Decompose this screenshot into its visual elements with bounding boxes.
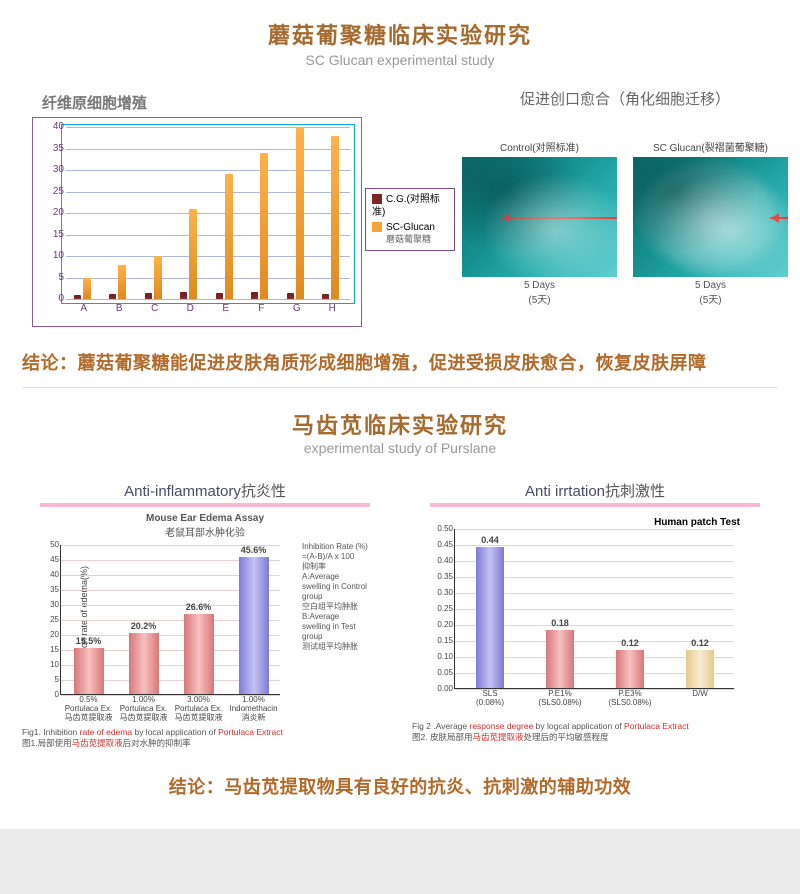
chart2-bar [239, 557, 269, 694]
wound-sc-days-en: 5 Days [695, 280, 726, 291]
right-sub-en: Human patch Test [654, 517, 740, 528]
left-caption: Fig1. Inhibition rate of edema by local … [22, 727, 388, 749]
left-cap-1c: by local application of [132, 727, 218, 737]
chart1-bar-sc [260, 153, 268, 299]
chart1-legend: C.G.(对照标准) SC-Glucan 蘑菇葡聚糖 [365, 188, 455, 251]
right-cap-2c: 处理后的平均敏感程度 [523, 732, 608, 742]
chart3-bar [686, 650, 714, 688]
chart2-bar [184, 614, 214, 694]
legend-swatch-sc [372, 222, 382, 232]
legend-cg-label: C.G.(对照标准) [372, 194, 440, 218]
chart1-col: 纤维原细胞增殖 0510152025303540ABCDEFGH C.G.(对照… [22, 78, 452, 327]
wound-arrow-sc [770, 217, 788, 219]
right-caption: Fig 2 .Average response degree by logcal… [412, 721, 778, 743]
chart1-bar-cg [109, 294, 116, 299]
sec1-conclusion: 结论：蘑菇葡聚糖能促进皮肤角质形成细胞增殖，促进受损皮肤愈合，恢复皮肤屏障 [22, 349, 778, 375]
wound-sc: SC Glucan(裂褶菌葡聚糖) 5 Days (5天) [633, 139, 788, 306]
chart1-bar-cg [251, 292, 258, 299]
wound-col: 促进创口愈合（角化细胞迁移） Control(对照标准) 5 Days(5天) … [452, 78, 788, 327]
right-cap-2a: 图2. 皮肤局部用 [412, 732, 472, 742]
sec1-title-en: SC Glucan experimental study [22, 52, 778, 68]
wound-control-image [462, 157, 617, 277]
sec2-conclusion: 结论：马齿苋提取物具有良好的抗炎、抗刺激的辅助功效 [22, 773, 778, 799]
chart1-bar-sc [118, 265, 126, 299]
wound-sc-image [633, 157, 788, 277]
right-head-en: Anti irrtation [525, 483, 605, 500]
sec2-title-cn: 马齿苋临床实验研究 [22, 408, 778, 440]
wound-sc-label: SC Glucan(裂褶菌葡聚糖) [633, 139, 788, 154]
chart1-bar-sc [225, 174, 233, 299]
chart2-bar [129, 633, 159, 694]
chart3-bar [616, 650, 644, 688]
left-sub-en: Mouse Ear Edema Assay [22, 513, 388, 524]
chart2-bar [74, 648, 104, 695]
right-cap-1a: Fig 2 .Average [412, 721, 470, 731]
bar-chart-response: 0.000.050.100.150.200.250.300.350.400.45… [454, 529, 734, 689]
chart1-bar-sc [83, 278, 91, 300]
chart1-inner: 0510152025303540ABCDEFGH [61, 124, 355, 304]
wound-control-label: Control(对照标准) [462, 139, 617, 154]
chart1-bar-cg [216, 293, 223, 299]
left-cap-1b: rate of edema [80, 727, 132, 737]
legend-swatch-cg [372, 194, 382, 204]
chart1-bar-sc [296, 127, 304, 299]
left-head-en: Anti-inflammatory [124, 483, 241, 500]
right-cap-1c: by logcal application of [533, 721, 624, 731]
legend-sc-label: SC-Glucan [386, 222, 435, 233]
divider [22, 387, 778, 388]
wound-arrow-control [501, 217, 617, 219]
chart1-bar-sc [154, 256, 162, 299]
chart1-bar-cg [74, 295, 81, 299]
right-cap-1b: response degree [470, 721, 534, 731]
left-cap-2a: 图1.局部使用 [22, 738, 72, 748]
right-cap-1d: Portulaca Extract [624, 721, 689, 731]
left-cap-1a: Fig1. Inhibition [22, 727, 80, 737]
chart3-bar [546, 630, 574, 688]
legend-sc-cn: 蘑菇葡聚糖 [386, 234, 448, 246]
chart3-bar [476, 547, 504, 688]
bar-chart-edema: 0510152025303540455015.5%0.5%Portulaca E… [60, 545, 280, 695]
bar-chart-fibroblast: 0510152025303540ABCDEFGH C.G.(对照标准) SC-G… [32, 117, 362, 327]
chart1-bar-cg [322, 294, 329, 299]
right-head: Anti irrtation抗刺激性 [412, 480, 778, 501]
chart1-subtitle: 纤维原细胞增殖 [42, 92, 452, 113]
left-underline [40, 503, 369, 507]
panel-antiirritation: Anti irrtation抗刺激性 Average Respomse Degr… [412, 480, 778, 749]
left-cap-2b: 马齿苋提取液 [72, 738, 123, 748]
chart1-bar-cg [180, 292, 187, 299]
left-cap-2c: 后对水肿的抑制率 [123, 738, 191, 748]
chart1-plot: 0510152025303540ABCDEFGH [66, 127, 350, 299]
sec1-title-cn: 蘑菇葡聚糖临床实验研究 [22, 18, 778, 50]
wound-ctrl-days-cn: (5天) [528, 295, 550, 306]
left-head: Anti-inflammatory抗炎性 [22, 480, 388, 501]
chart1-bar-sc [331, 136, 339, 299]
wound-control: Control(对照标准) 5 Days (5天) [462, 139, 617, 306]
left-sub-cn: 老鼠耳部水肿化验 [22, 524, 388, 539]
chart1-bar-cg [287, 293, 294, 299]
right-head-cn: 抗刺激性 [605, 483, 665, 500]
left-side-note: Inhibition Rate (%) =(A-B)/A x 100 抑制率 A… [302, 542, 384, 652]
wound-ctrl-days-en: 5 Days [524, 280, 555, 291]
chart1-bar-sc [189, 209, 197, 299]
left-cap-1d: Portulaca Extract [218, 727, 283, 737]
right-cap-2b: 马齿苋提取液 [472, 732, 523, 742]
wound-heading: 促进创口愈合（角化细胞迁移） [462, 88, 788, 109]
left-head-cn: 抗炎性 [241, 483, 286, 500]
right-underline [430, 503, 759, 507]
wound-sc-days-cn: (5天) [699, 295, 721, 306]
sec2-title-en: experimental study of Purslane [22, 440, 778, 456]
chart1-bar-cg [145, 293, 152, 299]
panel-antiinflammatory: Anti-inflammatory抗炎性 Mouse Ear Edema Ass… [22, 480, 388, 749]
page: 蘑菇葡聚糖临床实验研究 SC Glucan experimental study… [0, 0, 800, 829]
